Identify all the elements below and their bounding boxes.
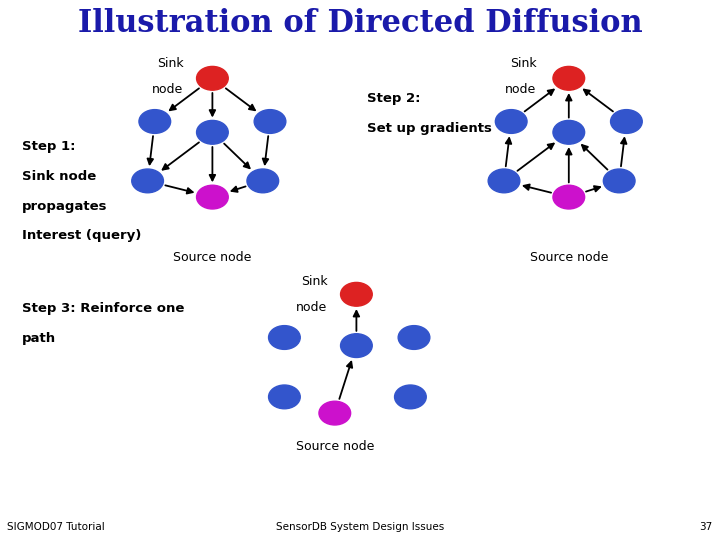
Text: node: node bbox=[297, 301, 328, 314]
Circle shape bbox=[398, 326, 430, 349]
Circle shape bbox=[341, 334, 372, 357]
Circle shape bbox=[254, 110, 286, 133]
Circle shape bbox=[395, 385, 426, 409]
Circle shape bbox=[341, 282, 372, 306]
Circle shape bbox=[197, 120, 228, 144]
Text: Sink: Sink bbox=[301, 275, 328, 288]
Text: SensorDB System Design Issues: SensorDB System Design Issues bbox=[276, 522, 444, 532]
Circle shape bbox=[553, 120, 585, 144]
Text: 37: 37 bbox=[700, 522, 713, 532]
Text: path: path bbox=[22, 332, 55, 345]
Text: Step 3: Reinforce one: Step 3: Reinforce one bbox=[22, 302, 184, 315]
Circle shape bbox=[553, 66, 585, 90]
Circle shape bbox=[139, 110, 171, 133]
Text: Source node: Source node bbox=[530, 251, 608, 264]
Text: node: node bbox=[505, 83, 536, 96]
Circle shape bbox=[603, 169, 635, 193]
Text: node: node bbox=[153, 83, 184, 96]
Text: Sink node: Sink node bbox=[22, 170, 96, 183]
Text: SIGMOD07 Tutorial: SIGMOD07 Tutorial bbox=[7, 522, 105, 532]
Circle shape bbox=[553, 185, 585, 209]
Circle shape bbox=[197, 66, 228, 90]
Text: Sink: Sink bbox=[157, 57, 184, 70]
Circle shape bbox=[611, 110, 642, 133]
Circle shape bbox=[488, 169, 520, 193]
Text: Illustration of Directed Diffusion: Illustration of Directed Diffusion bbox=[78, 8, 642, 39]
Text: Step 1:: Step 1: bbox=[22, 140, 75, 153]
Circle shape bbox=[319, 401, 351, 425]
Text: propagates: propagates bbox=[22, 200, 107, 213]
Text: Interest (query): Interest (query) bbox=[22, 230, 141, 242]
Text: Set up gradients: Set up gradients bbox=[367, 122, 492, 134]
Text: Sink: Sink bbox=[510, 57, 536, 70]
Text: Source node: Source node bbox=[174, 251, 251, 264]
Circle shape bbox=[132, 169, 163, 193]
Circle shape bbox=[495, 110, 527, 133]
Text: Source node: Source node bbox=[296, 440, 374, 453]
Circle shape bbox=[269, 326, 300, 349]
Circle shape bbox=[247, 169, 279, 193]
Circle shape bbox=[197, 185, 228, 209]
Text: Step 2:: Step 2: bbox=[367, 92, 420, 105]
Circle shape bbox=[269, 385, 300, 409]
